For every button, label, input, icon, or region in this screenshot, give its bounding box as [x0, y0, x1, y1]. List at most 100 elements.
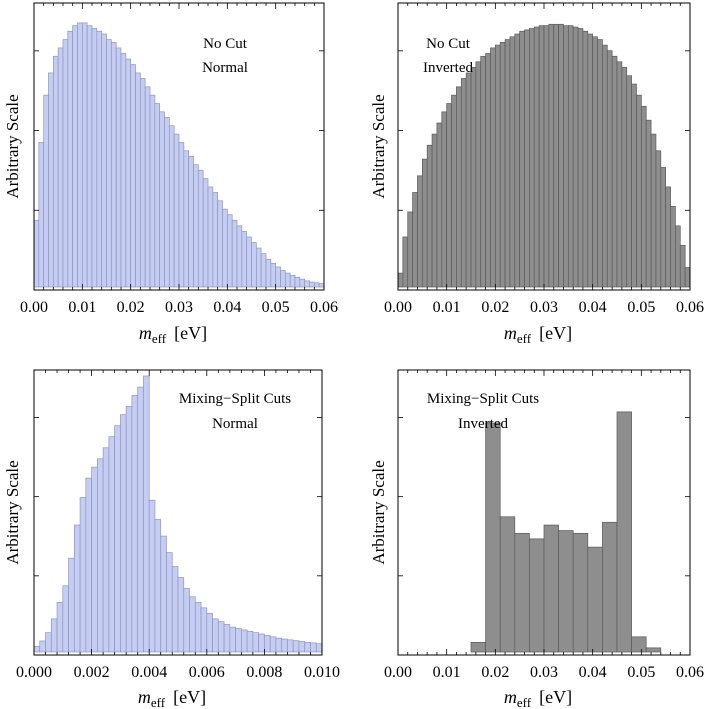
histogram-bar [514, 532, 530, 653]
histogram-bar [217, 200, 223, 288]
histogram-bar [110, 42, 117, 288]
chart-title-line-1: Mixing−Split Cuts [179, 391, 291, 407]
histogram-bar [91, 466, 98, 653]
histogram-bar [284, 272, 291, 288]
histogram-bar [504, 39, 511, 288]
histogram-bar [280, 269, 286, 288]
histogram-bar [194, 601, 202, 653]
histogram-bar [38, 142, 45, 288]
histogram-bar [171, 566, 179, 653]
histogram-bar [241, 231, 248, 288]
histogram-bar [315, 643, 323, 653]
histogram-bar [475, 61, 482, 288]
histogram-bar [597, 39, 603, 288]
histogram-bar [189, 596, 196, 653]
x-tick-label: 0.02 [481, 299, 509, 316]
histogram-bar [67, 30, 74, 288]
histogram-bar [114, 425, 121, 653]
chart-title-line-2: Normal [202, 60, 248, 76]
histogram-bar [45, 632, 52, 653]
chart-title-line-2: Inverted [458, 416, 508, 432]
x-axis-ticks [397, 3, 691, 290]
y-axis-label: Arbitrary Scale [369, 460, 388, 564]
histogram-bar [48, 72, 54, 288]
histogram-bar [188, 155, 194, 288]
x-tick-label: 0.04 [579, 664, 607, 681]
histogram-bar [548, 23, 555, 288]
histogram-bar [255, 247, 262, 288]
x-axis-ticks [33, 370, 323, 655]
histogram-bar [229, 626, 236, 653]
histogram-bar [407, 211, 413, 288]
histogram-bar [298, 641, 306, 653]
chart-panel-4: 0.00 0.01 0.02 0.03 0.04 0.05 0.06 Mixing−Split… [369, 369, 704, 709]
chart-title-line-2: Normal [212, 416, 258, 432]
histogram-bar [412, 192, 418, 288]
histogram-bar [102, 447, 110, 653]
histogram-bar [265, 258, 272, 288]
chart-panel-3: 0.000 0.002 0.004 0.006 0.008 0.010 Mixing−Spl… [3, 369, 340, 709]
chart-title-line-1: Mixing−Split Cuts [427, 391, 539, 407]
histogram-bar [538, 25, 545, 288]
histogram-bar [309, 281, 315, 288]
histogram-bar [101, 33, 107, 288]
histogram-bar [524, 29, 530, 288]
x-tick-label: 0.00 [20, 299, 48, 316]
histogram-bar [456, 86, 462, 288]
histogram-bar [173, 133, 180, 288]
histogram-bar [264, 635, 271, 653]
histogram-bar [592, 36, 598, 288]
x-tick-label: 0.00 [384, 299, 412, 316]
x-axis-label: meff [eV] [139, 323, 207, 346]
histogram-bar [499, 516, 516, 653]
histogram-bar [289, 274, 296, 288]
histogram-bar [207, 186, 214, 288]
histogram-bar [125, 406, 133, 653]
x-tick-label: 0.03 [530, 299, 558, 316]
histogram-bar [451, 94, 457, 288]
histogram-bar [684, 267, 691, 288]
histogram-bar [222, 208, 228, 288]
histogram-bar [183, 150, 190, 288]
histogram-bar [645, 119, 652, 288]
histogram-bar [460, 78, 467, 288]
histogram-bar [292, 640, 300, 653]
histogram-bar [470, 641, 486, 653]
histogram-bar [68, 557, 75, 653]
x-tick-label: 0.02 [481, 664, 509, 681]
histogram-bar [251, 242, 257, 288]
histogram-bar [108, 436, 115, 653]
histogram-bars [470, 411, 662, 653]
histogram-bar [485, 53, 491, 288]
x-tick-label: 0.00 [384, 664, 412, 681]
histogram-bar [446, 103, 452, 288]
histogram-bar [402, 236, 409, 288]
histogram-bar [235, 628, 242, 653]
histogram-bar [62, 39, 69, 288]
histogram-bar [200, 607, 208, 653]
x-tick-label: 0.06 [310, 299, 338, 316]
histogram-bar [166, 552, 173, 653]
histogram-bar [193, 164, 199, 288]
histogram-bar [106, 39, 112, 288]
histogram-bar [246, 630, 254, 653]
histogram-bar [33, 219, 40, 288]
histogram-bar [258, 633, 265, 653]
x-axis-label: meff [eV] [138, 687, 206, 709]
histogram-bar [86, 25, 93, 288]
histogram-bar [558, 23, 564, 288]
histogram-bar [490, 47, 496, 288]
histogram-bar [543, 25, 550, 288]
histogram-bar [626, 75, 632, 288]
histogram-bar [621, 67, 628, 288]
histogram-bar [197, 169, 204, 288]
histogram-bars [397, 23, 691, 288]
histogram-bar [72, 25, 78, 288]
histogram-bar [144, 86, 151, 288]
histogram-bar [149, 94, 156, 288]
x-axis-label: meff [eV] [504, 687, 572, 709]
histogram-bar [120, 53, 127, 288]
x-tick-label: 0.03 [530, 664, 558, 681]
x-tick-label: 0.05 [627, 299, 655, 316]
